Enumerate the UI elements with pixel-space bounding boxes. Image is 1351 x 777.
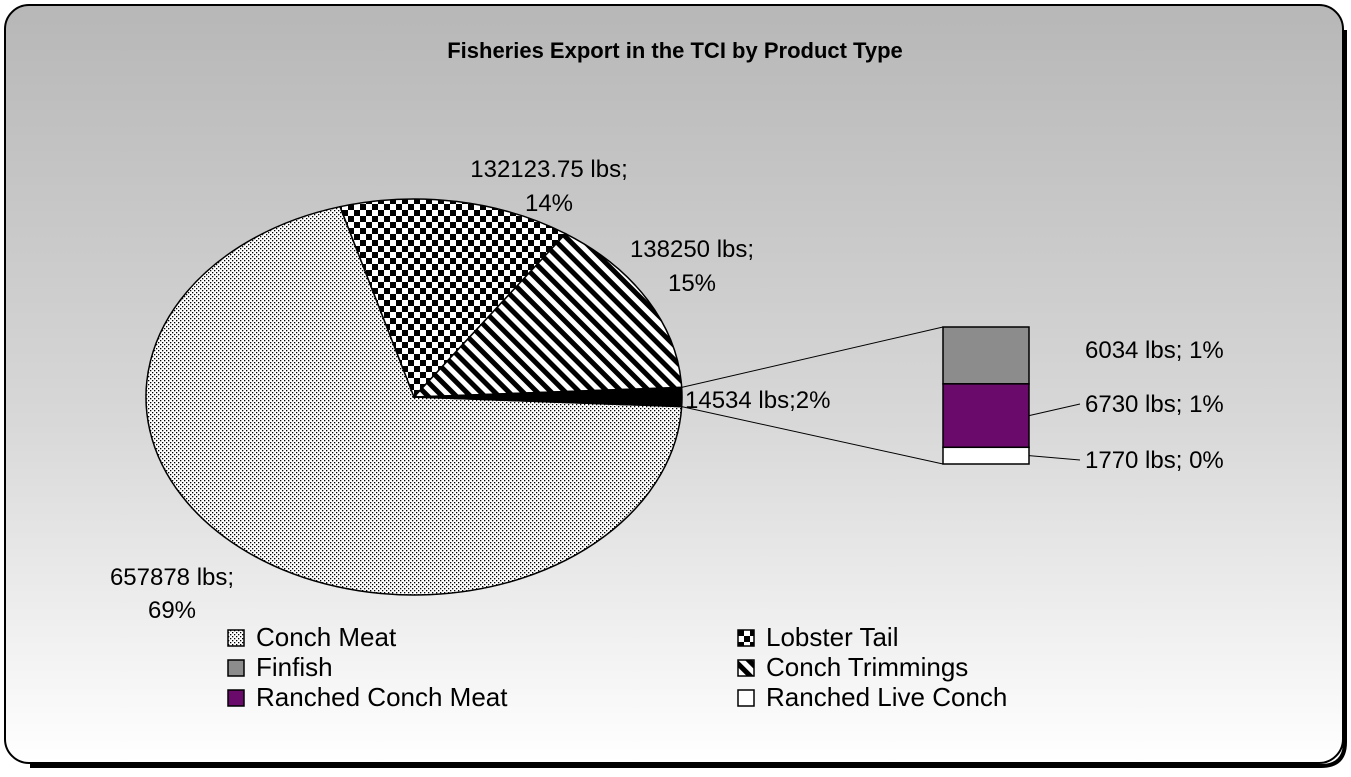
- breakout-stack: [942, 326, 1081, 465]
- breakout-bar-finfish: [942, 326, 1030, 385]
- legend-label-ranched-live-conch: Ranched Live Conch: [766, 682, 1007, 712]
- data-label-conch-meat: 657878 lbs;: [110, 564, 234, 591]
- breakout-connectors: [681, 326, 944, 465]
- legend-swatch-finfish: [227, 659, 245, 677]
- legend-swatch-conch-meat: [227, 629, 245, 647]
- legend-label-finfish: Finfish: [256, 652, 333, 682]
- legend-swatch-conch-trimmings: [737, 659, 755, 677]
- pie-slice-lobster-tail: [339, 198, 567, 399]
- breakout-label-ranched-live-conch: 1770 lbs; 0%: [1085, 447, 1224, 474]
- data-label-lobster-tail: 14%: [525, 190, 573, 217]
- legend-label-ranched-conch-meat: Ranched Conch Meat: [256, 682, 508, 712]
- data-label-conch-trimmings: 15%: [668, 270, 716, 297]
- connector-top: [681, 326, 944, 388]
- data-labels: 657878 lbs; 69% 132123.75 lbs; 14% 138250 lb…: [110, 156, 1224, 624]
- legend: Conch Meat Lobster Tail Finfish Conch Trimm…: [227, 622, 1007, 712]
- leader-line-ranched-conch-meat: [1028, 403, 1081, 417]
- legend-label-lobster-tail: Lobster Tail: [766, 622, 899, 652]
- data-label-conch-trimmings: 138250 lbs;: [630, 236, 754, 263]
- data-label-lobster-tail: 132123.75 lbs;: [470, 156, 627, 183]
- legend-swatch-ranched-conch-meat: [227, 689, 245, 707]
- chart-title: Fisheries Export in the TCI by Product T…: [447, 38, 903, 63]
- pie-slices: [145, 198, 683, 596]
- legend-label-conch-meat: Conch Meat: [256, 622, 397, 652]
- legend-swatch-ranched-live-conch: [737, 689, 755, 707]
- breakout-bar-ranched-conch-meat: [942, 383, 1030, 449]
- data-label-conch-meat: 69%: [148, 597, 196, 624]
- breakout-bar-ranched-live-conch: [942, 446, 1030, 465]
- chart-frame-shadow: [30, 30, 1347, 768]
- pie-slice-other: [413, 386, 683, 408]
- pie-slice-conch-meat: [145, 205, 683, 596]
- breakout-label-finfish: 6034 lbs; 1%: [1085, 337, 1224, 364]
- breakout-label-ranched-conch-meat: 6730 lbs; 1%: [1085, 391, 1224, 418]
- legend-swatch-lobster-tail: [737, 629, 755, 647]
- data-label-other: 14534 lbs;2%: [685, 387, 830, 414]
- pie-slice-conch-trimmings: [412, 232, 683, 398]
- legend-label-conch-trimmings: Conch Trimmings: [766, 652, 968, 682]
- connector-bottom: [681, 406, 944, 465]
- leader-line-ranched-live-conch: [1028, 455, 1081, 461]
